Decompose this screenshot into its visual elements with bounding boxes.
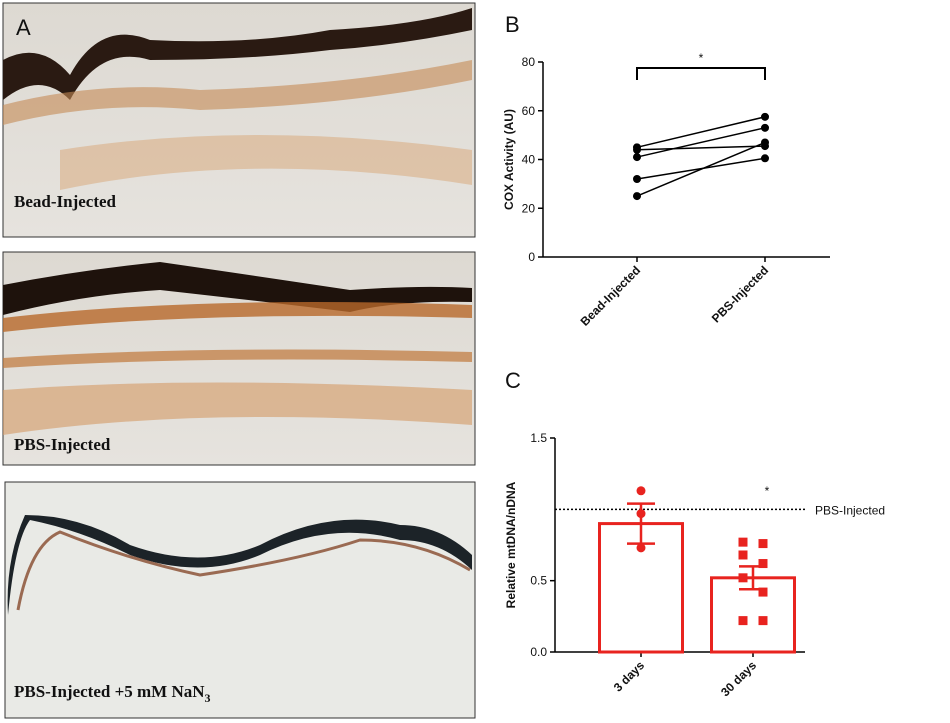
x-tick-label: Bead-Injected xyxy=(578,263,644,329)
caption: PBS-Injected +5 mM NaN3 xyxy=(14,682,211,705)
y-tick-label: 1.5 xyxy=(530,431,547,445)
caption-text: Bead-Injected xyxy=(14,192,117,211)
point xyxy=(636,486,646,496)
pair-line xyxy=(636,116,766,149)
annotation: * xyxy=(699,51,704,65)
caption-subscript: 3 xyxy=(205,691,211,705)
x-tick-label: 3 days xyxy=(611,658,648,695)
panel-label: A xyxy=(16,15,31,40)
point xyxy=(758,616,768,626)
y-tick-label: 20 xyxy=(522,201,536,215)
point xyxy=(633,153,641,162)
y-tick-label: 0.5 xyxy=(530,574,547,588)
y-tick-label: 60 xyxy=(522,104,536,118)
significance-bracket xyxy=(636,67,766,80)
micrograph-1 xyxy=(2,2,476,238)
point xyxy=(761,154,769,163)
point xyxy=(633,145,641,154)
x-tick-label: 30 days xyxy=(718,658,759,699)
y-axis-label: COX Activity (AU) xyxy=(502,109,516,210)
point xyxy=(633,175,641,183)
caption-text: PBS-Injected xyxy=(14,435,111,454)
y-tick-label: 0 xyxy=(528,250,535,264)
point xyxy=(761,123,769,132)
panel-label: B xyxy=(505,12,520,37)
y-tick-label: 0.0 xyxy=(530,645,547,659)
micrograph-2 xyxy=(2,251,476,466)
point xyxy=(738,616,748,626)
y-tick-label: 40 xyxy=(522,153,536,167)
caption: Bead-Injected xyxy=(14,192,117,211)
point xyxy=(758,539,768,549)
micrograph-3 xyxy=(4,481,476,719)
pair-line xyxy=(636,145,766,151)
pair-line xyxy=(636,127,766,158)
y-axis-label: Relative mtDNA/nDNA xyxy=(504,481,518,608)
point xyxy=(738,573,748,583)
point xyxy=(761,112,769,121)
point xyxy=(633,192,641,201)
point xyxy=(738,550,748,560)
x-tick-label: PBS-Injected xyxy=(709,263,771,325)
caption: PBS-Injected xyxy=(14,435,111,454)
panel-label: C xyxy=(505,368,521,393)
reference-label: PBS-Injected xyxy=(815,503,885,517)
y-tick-label: 80 xyxy=(522,55,536,69)
annotation: * xyxy=(765,484,770,498)
point xyxy=(636,509,646,519)
point xyxy=(761,138,769,147)
point xyxy=(636,543,646,553)
point xyxy=(758,559,768,569)
point xyxy=(738,537,748,547)
point xyxy=(758,587,768,597)
pair-line xyxy=(636,141,766,197)
caption-text: PBS-Injected +5 mM NaN xyxy=(14,682,205,701)
